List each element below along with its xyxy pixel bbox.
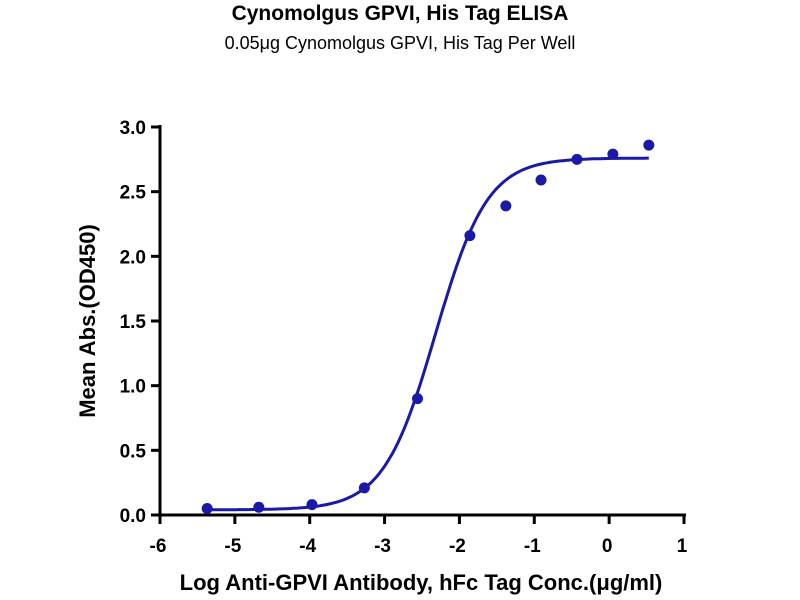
- chart-title: Cynomolgus GPVI, His Tag ELISA: [231, 2, 569, 25]
- y-tick-label: 2.5: [120, 183, 147, 204]
- x-tick-label: 1: [677, 536, 688, 557]
- data-point: [464, 230, 476, 242]
- y-tick-label: 1.5: [120, 312, 147, 333]
- x-tick-label: -5: [224, 536, 241, 557]
- chart-subtitle: 0.05μg Cynomolgus GPVI, His Tag Per Well: [224, 33, 576, 53]
- data-point: [500, 200, 512, 212]
- y-axis-label: Mean Abs.(OD450): [75, 224, 100, 418]
- fit-curve-group: [207, 156, 649, 512]
- data-point: [607, 148, 619, 160]
- x-tick-label: -3: [374, 536, 391, 557]
- data-point: [253, 501, 265, 513]
- data-point: [201, 503, 213, 515]
- y-tick-label: 0.5: [120, 441, 147, 462]
- x-axis-label: Log Anti-GPVI Antibody, hFc Tag Conc.(μg…: [180, 570, 663, 595]
- y-tick-label: 0.0: [120, 506, 146, 527]
- axes: -6 -5 -4 -3 -2 -1 0 1 0.0 0.5 1.0 1.5 2.0 2.5 3.0: [120, 118, 688, 557]
- x-tick-label: -2: [449, 536, 466, 557]
- x-tick-label: 0: [602, 536, 613, 557]
- data-point: [412, 393, 424, 405]
- y-tick-label: 2.0: [120, 247, 146, 268]
- data-points: [201, 139, 655, 515]
- data-point: [535, 174, 547, 186]
- data-point: [306, 499, 318, 511]
- x-tick-label: -1: [524, 536, 541, 557]
- y-tick-label: 3.0: [120, 118, 146, 139]
- x-tick-label: -6: [150, 536, 167, 557]
- y-tick-label: 1.0: [120, 377, 146, 398]
- x-tick-label: -4: [299, 536, 316, 557]
- data-point: [358, 482, 370, 494]
- data-point: [571, 153, 583, 165]
- fit-curve: [207, 156, 649, 512]
- data-point: [643, 139, 655, 151]
